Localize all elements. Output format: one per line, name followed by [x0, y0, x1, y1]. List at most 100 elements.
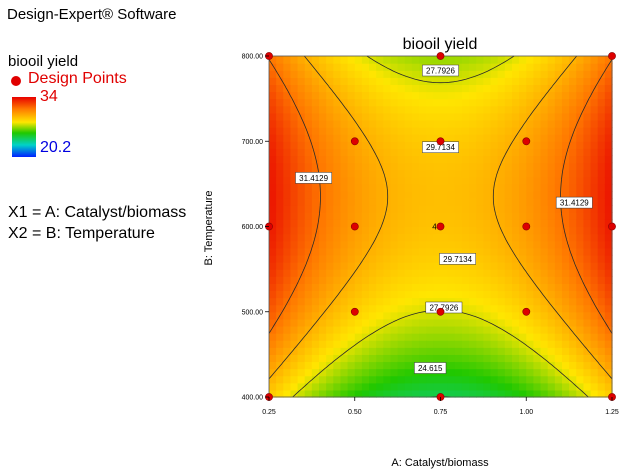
heatmap-cell: [411, 190, 420, 199]
heatmap-cell: [547, 354, 556, 363]
heatmap-cell: [540, 56, 549, 64]
heatmap-cell: [376, 190, 384, 199]
heatmap-cell: [583, 91, 592, 100]
heatmap-cell: [490, 389, 499, 398]
heatmap-cell: [297, 134, 306, 142]
heatmap-cell: [440, 226, 449, 235]
heatmap-cell: [290, 155, 299, 164]
heatmap-cell: [297, 347, 306, 355]
heatmap-cell: [483, 361, 492, 370]
heatmap-cell: [283, 247, 292, 256]
heatmap-cell: [526, 226, 534, 235]
heatmap-cell: [483, 283, 492, 292]
design-point: [522, 137, 531, 146]
heatmap-cell: [297, 247, 306, 256]
heatmap-cell: [333, 347, 342, 355]
heatmap-cell: [404, 325, 413, 334]
heatmap-cell: [476, 84, 484, 93]
heatmap-cell: [354, 112, 363, 121]
heatmap-cell: [376, 262, 384, 270]
heatmap-cell: [504, 304, 513, 313]
heatmap-cell: [311, 112, 320, 121]
heatmap-cell: [519, 283, 527, 292]
heatmap-cell: [561, 56, 570, 64]
heatmap-cell: [383, 155, 392, 164]
heatmap-cell: [440, 190, 449, 199]
heatmap-cell: [304, 247, 313, 256]
heatmap-cell: [497, 148, 506, 157]
heatmap-cell: [304, 155, 313, 164]
heatmap-cell: [283, 169, 292, 178]
heatmap-cell: [311, 276, 320, 284]
heatmap-cell: [440, 183, 449, 192]
heatmap-cell: [361, 389, 370, 398]
heatmap-cell: [519, 176, 527, 185]
heatmap-cell: [519, 318, 527, 327]
heatmap-cell: [469, 304, 477, 313]
heatmap-cell: [297, 212, 306, 220]
heatmap-cell: [319, 141, 327, 149]
heatmap-cell: [519, 247, 527, 256]
heatmap-cell: [390, 127, 399, 135]
heatmap-cell: [526, 247, 534, 256]
heatmap-cell: [340, 340, 349, 348]
heatmap-cell: [597, 226, 606, 235]
heatmap-cell: [497, 311, 506, 320]
heatmap-cell: [504, 112, 513, 121]
heatmap-cell: [561, 354, 570, 363]
heatmap-cell: [483, 382, 492, 391]
heatmap-cell: [604, 247, 613, 256]
heatmap-cell: [283, 141, 292, 149]
heatmap-cell: [526, 63, 534, 71]
heatmap-cell: [347, 198, 356, 206]
heatmap-cell: [333, 190, 342, 199]
heatmap-cell: [269, 269, 277, 277]
heatmap-cell: [497, 333, 506, 341]
heatmap-cell: [454, 354, 463, 363]
heatmap-cell: [311, 77, 320, 86]
heatmap-cell: [340, 56, 349, 64]
heatmap-cell: [576, 183, 585, 192]
heatmap-cell: [590, 176, 599, 185]
heatmap-cell: [590, 70, 599, 78]
heatmap-cell: [376, 183, 384, 192]
heatmap-cell: [604, 354, 613, 363]
heatmap-cell: [490, 276, 499, 284]
heatmap-cell: [290, 283, 299, 292]
heatmap-cell: [297, 219, 306, 228]
heatmap-cell: [297, 127, 306, 135]
heatmap-cell: [583, 119, 592, 128]
heatmap-cell: [490, 304, 499, 313]
heatmap-cell: [597, 247, 606, 256]
heatmap-cell: [297, 63, 306, 71]
heatmap-cell: [390, 98, 399, 107]
heatmap-cell: [469, 375, 477, 384]
heatmap-cell: [454, 155, 463, 164]
heatmap-cell: [597, 389, 606, 398]
heatmap-cell: [404, 162, 413, 171]
heatmap-cell: [554, 183, 563, 192]
heatmap-cell: [433, 340, 442, 348]
heatmap-cell: [554, 176, 563, 185]
heatmap-cell: [604, 283, 613, 292]
heatmap-cell: [554, 226, 563, 235]
heatmap-cell: [483, 262, 492, 270]
heatmap-cell: [547, 226, 556, 235]
heatmap-cell: [276, 283, 284, 292]
heatmap-cell: [590, 375, 599, 384]
heatmap-cell: [383, 382, 392, 391]
heatmap-cell: [533, 340, 542, 348]
heatmap-cell: [497, 119, 506, 128]
heatmap-cell: [340, 169, 349, 178]
heatmap-cell: [397, 233, 406, 242]
heatmap-cell: [469, 112, 477, 121]
heatmap-cell: [526, 183, 534, 192]
heatmap-cell: [511, 91, 520, 100]
heatmap-cell: [383, 77, 392, 86]
heatmap-cell: [297, 333, 306, 341]
heatmap-cell: [369, 148, 377, 157]
heatmap-cell: [354, 297, 363, 306]
heatmap-cell: [483, 389, 492, 398]
heatmap-cell: [547, 240, 556, 249]
heatmap-cell: [476, 240, 484, 249]
